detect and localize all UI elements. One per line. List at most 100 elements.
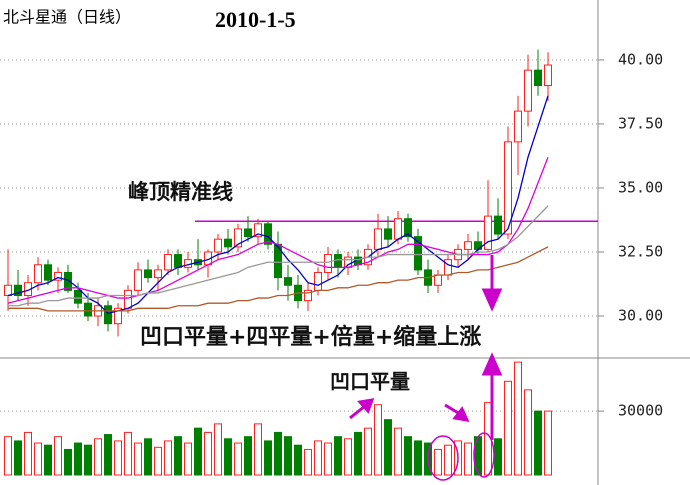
candle-body (14, 284, 22, 297)
volume-bar (274, 431, 282, 476)
volume-bar (524, 389, 532, 476)
annotation: 凹口平量+四平量+倍量+缩量上涨 (140, 324, 481, 350)
volume-bar (194, 427, 202, 476)
volume-bar (4, 436, 12, 476)
y-tick-label: 30.00 (618, 307, 663, 325)
volume-bar (404, 436, 412, 476)
annotation: 峰顶精准线 (128, 180, 233, 204)
volume-bar (134, 442, 142, 476)
volume-bar (34, 442, 42, 476)
volume-bar (164, 440, 172, 476)
candle-body (514, 110, 522, 143)
volume-bar (444, 444, 452, 476)
moving-average (7, 95, 549, 315)
candle-body (124, 289, 132, 309)
candle-body (544, 64, 552, 87)
candle-body (504, 141, 512, 235)
volume-bar (234, 442, 242, 476)
volume-bar (284, 436, 292, 476)
candle-body (394, 218, 402, 240)
volume-bar (214, 423, 222, 476)
volume-bar (534, 410, 542, 476)
y-tick-label: 35.00 (618, 178, 663, 196)
candle-body (264, 223, 272, 245)
volume-bar (154, 446, 162, 476)
highlight (427, 435, 459, 481)
volume-bar (294, 444, 302, 476)
highlight (473, 432, 495, 478)
candle-body (234, 228, 242, 248)
candle-body (104, 305, 112, 325)
candle-body (84, 302, 92, 317)
volume-bar (394, 427, 402, 476)
volume-bar (304, 448, 312, 476)
candle-body (434, 274, 442, 286)
volume-bar (314, 440, 322, 476)
volume-bar (324, 442, 332, 476)
candle-body (314, 271, 322, 291)
arrow-head (481, 288, 503, 312)
volume-bar (114, 440, 122, 476)
volume-bar (54, 436, 62, 476)
volume-bar (494, 438, 502, 476)
volume-bar (84, 444, 92, 476)
candle-body (524, 69, 532, 112)
volume-bar (504, 380, 512, 476)
volume-bar (64, 448, 72, 476)
chart-title: 北斗星通（日线） (3, 8, 131, 27)
candle-body (164, 254, 172, 271)
volume-bar (374, 404, 382, 476)
volume-bar (364, 427, 372, 476)
candle-body (284, 277, 292, 286)
volume-bar (344, 438, 352, 476)
annotation: 凹口平量 (330, 370, 410, 394)
volume-bar (544, 410, 552, 476)
candle-body (214, 238, 222, 253)
candle-body (134, 269, 142, 291)
candle-body (344, 256, 352, 268)
volume-bar (24, 431, 32, 476)
candle-body (254, 223, 262, 238)
volume-bar (354, 431, 362, 476)
volume-bar (204, 431, 212, 476)
candle-body (144, 269, 152, 279)
volume-bar (224, 438, 232, 476)
candle-body (444, 259, 452, 276)
volume-bar (414, 440, 422, 476)
candle-body (244, 228, 252, 238)
y-tick-label: 30000 (618, 402, 663, 420)
moving-average (8, 246, 549, 312)
volume-bar (44, 444, 52, 476)
candle-body (44, 264, 52, 281)
candle-body (114, 307, 122, 325)
volume-bar (174, 436, 182, 476)
candle-body (324, 254, 332, 273)
moving-average (8, 205, 549, 307)
arrow (349, 404, 366, 420)
volume-bar (14, 440, 22, 476)
volume-bar (514, 361, 522, 476)
volume-bar (334, 436, 342, 476)
candle-body (224, 238, 232, 248)
candle-body (374, 228, 382, 250)
candle-body (4, 284, 12, 297)
plot: 30.00 32.50 35.00 37.50 40.00 30000 (4, 49, 663, 476)
volume-bar (264, 440, 272, 476)
volume-bar (244, 436, 252, 476)
volume-bar (144, 438, 152, 476)
candle-body (534, 69, 542, 87)
volume-bar (74, 442, 82, 476)
candle-body (494, 215, 502, 235)
volume-bar (434, 448, 442, 476)
arrow-head (452, 406, 470, 422)
y-tick-label: 37.50 (618, 114, 663, 132)
candle-body (414, 236, 422, 271)
volume-bar (254, 423, 262, 476)
candle-body (464, 241, 472, 250)
candle-body (54, 271, 62, 281)
date-label: 2010-1-5 (215, 7, 296, 32)
candle-body (154, 269, 162, 279)
arrow-head (481, 352, 503, 376)
volume-bar (384, 419, 392, 476)
